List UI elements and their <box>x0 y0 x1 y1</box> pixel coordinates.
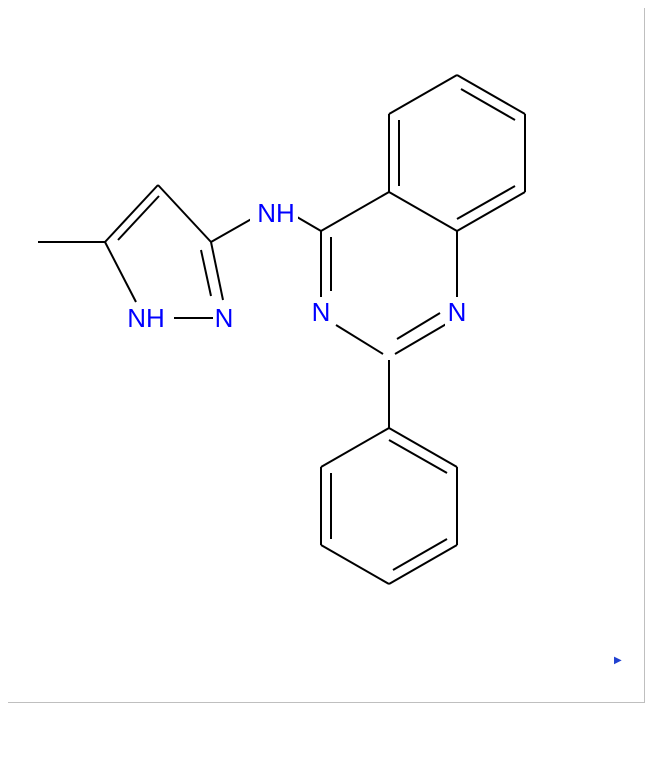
chemical-structure-canvas: NH N N N NH ▶ <box>0 0 655 757</box>
structure-frame <box>8 8 645 703</box>
play-icon[interactable]: ▶ <box>614 656 622 666</box>
